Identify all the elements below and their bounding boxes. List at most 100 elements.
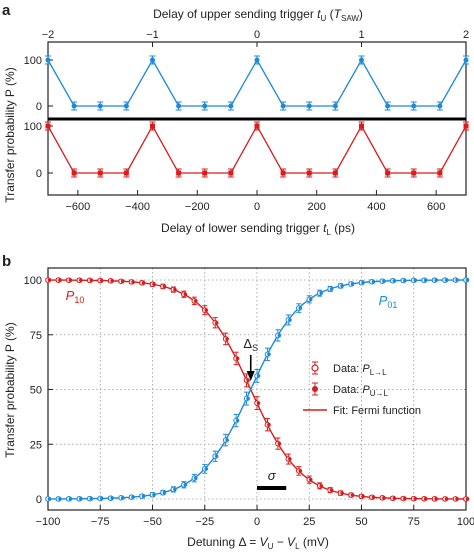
panel-b-point-filled [455, 278, 459, 282]
panel-b-point-filled [152, 492, 156, 497]
panel-a-bottom-tick-label: 600 [427, 201, 445, 213]
panel-a-point [228, 103, 234, 109]
panel-a-xlabel: Delay of lower sending trigger tL (ps) [161, 221, 355, 237]
panel-a-point [359, 57, 364, 63]
panel-b-legend-text: Fit: Fermi function [333, 405, 421, 417]
panel-a-point [45, 57, 51, 63]
panel-b-x-tick-label: −100 [36, 516, 61, 528]
panel-b-point-filled [361, 494, 365, 499]
panel-a-y-tick-label: 0 [36, 168, 42, 180]
panel-a-point [385, 103, 391, 109]
panel-a-series-line [47, 58, 467, 107]
panel-b-point-filled [444, 278, 449, 282]
panel-a-point [359, 123, 364, 129]
panel-b-point-filled [110, 496, 114, 500]
panel-b-point-filled [68, 497, 73, 501]
panel-b-point-filled [141, 494, 146, 498]
panel-a-point [71, 103, 77, 109]
panel-b-xlabel: Detuning Δ = VU − VL (mV) [187, 535, 329, 551]
panel-a-top-axis-title: Delay of upper sending trigger tU (TSAW) [153, 7, 363, 23]
panel-a-bottom-tick-label: −200 [185, 201, 210, 213]
panel-b-point-filled [152, 282, 156, 287]
panel-b-ylabel: Transfer probability P (%) [3, 322, 17, 457]
panel-a-bottom-tick-label: 0 [254, 201, 260, 213]
panel-a-top-tick-label: 0 [254, 29, 260, 41]
panel-a-bottom-tick-label: 200 [308, 201, 326, 213]
panel-a-point [332, 170, 338, 176]
panel-b-point-filled [382, 496, 386, 500]
panel-b-point-filled [403, 278, 407, 283]
panel-b-point-filled [288, 457, 292, 461]
panel-b-point-filled [194, 299, 198, 303]
panel-b-point-filled [423, 278, 428, 283]
panel-b-point-filled [256, 374, 261, 378]
panel-b-series-label: P01 [379, 293, 398, 310]
panel-b-point-filled [204, 308, 209, 312]
panel-a-y-tick-label: 100 [24, 121, 42, 133]
panel-b-point-filled [47, 497, 52, 501]
panel-b-point-filled [371, 495, 376, 500]
panel-b-y-tick-label: 50 [30, 385, 42, 397]
panel-b-point-filled [371, 279, 376, 284]
panel-b-point-filled [79, 278, 83, 283]
panel-b-point-filled [277, 333, 282, 338]
panel-a-top-tick-label: −1 [146, 29, 159, 41]
panel-b-point-filled [194, 476, 198, 480]
panel-b-point-filled [131, 495, 135, 499]
panel-b-x-tick-label: 100 [457, 516, 474, 528]
panel-b-point-filled [319, 484, 324, 488]
panel-a-y-tick-label: 100 [24, 55, 42, 67]
panel-b-point-filled [204, 467, 209, 471]
panel-b-x-tick-label: 0 [254, 516, 260, 528]
panel-a-point [176, 103, 182, 109]
panel-b-point-filled [99, 496, 104, 501]
panel-b-point-filled [256, 401, 261, 405]
panel-b-point-filled [141, 281, 146, 285]
panel-b-point-filled [120, 279, 125, 284]
panel-b-point-filled [214, 320, 219, 325]
panel-a-point [97, 103, 103, 109]
panel-b-point-filled [329, 488, 334, 492]
panel-b-x-tick-label: −25 [195, 516, 214, 528]
panel-b-point-filled [58, 278, 62, 282]
panel-b-point-filled [455, 497, 459, 501]
panel-b-y-tick-label: 25 [30, 439, 42, 451]
panel-a-point [45, 123, 51, 129]
panel-a-bottom-tick-label: −600 [65, 201, 90, 213]
panel-b-x-tick-label: −75 [91, 516, 110, 528]
panel-b-point-filled [47, 278, 52, 282]
panel-b-point-filled [162, 284, 167, 289]
panel-a-point [463, 57, 469, 63]
panel-b-point-filled [350, 493, 355, 497]
panel-a-bottom-tick-label: −400 [125, 201, 150, 213]
panel-b-point-filled [235, 356, 240, 361]
panel-b-point-filled [214, 454, 219, 459]
panel-b-point-filled [444, 497, 449, 501]
panel-a-top-tick-label: −2 [42, 29, 55, 41]
panel-b-sigma-label: σ [268, 468, 277, 483]
panel-a-point [202, 103, 208, 109]
panel-b-point-filled [173, 487, 177, 492]
panel-a-point [411, 103, 417, 109]
panel-b-legend-filled-marker [312, 386, 318, 392]
panel-a-top-tick-label: 2 [463, 29, 469, 41]
panel-b-y-tick-label: 100 [24, 275, 42, 287]
panel-b-x-tick-label: 50 [355, 516, 367, 528]
panel-b-point-filled [183, 292, 188, 297]
panel-b-point-filled [340, 491, 344, 495]
panel-b-point-filled [267, 422, 271, 427]
panel-b-point-filled [89, 496, 94, 501]
panel-b-delta-arrowhead [246, 371, 255, 381]
panel-b-point-filled [434, 497, 438, 501]
panel-b-point-filled [246, 396, 250, 401]
panel-b-point-filled [225, 438, 229, 442]
panel-b-point-filled [99, 278, 104, 283]
panel-a-point [280, 103, 286, 109]
panel-b-point-filled [392, 278, 397, 283]
panel-b-x-tick-label: 25 [303, 516, 315, 528]
panel-a-point [123, 103, 129, 109]
panel-a-point [202, 170, 208, 176]
panel-a-point [150, 57, 155, 63]
panel-b-point-filled [298, 469, 303, 473]
